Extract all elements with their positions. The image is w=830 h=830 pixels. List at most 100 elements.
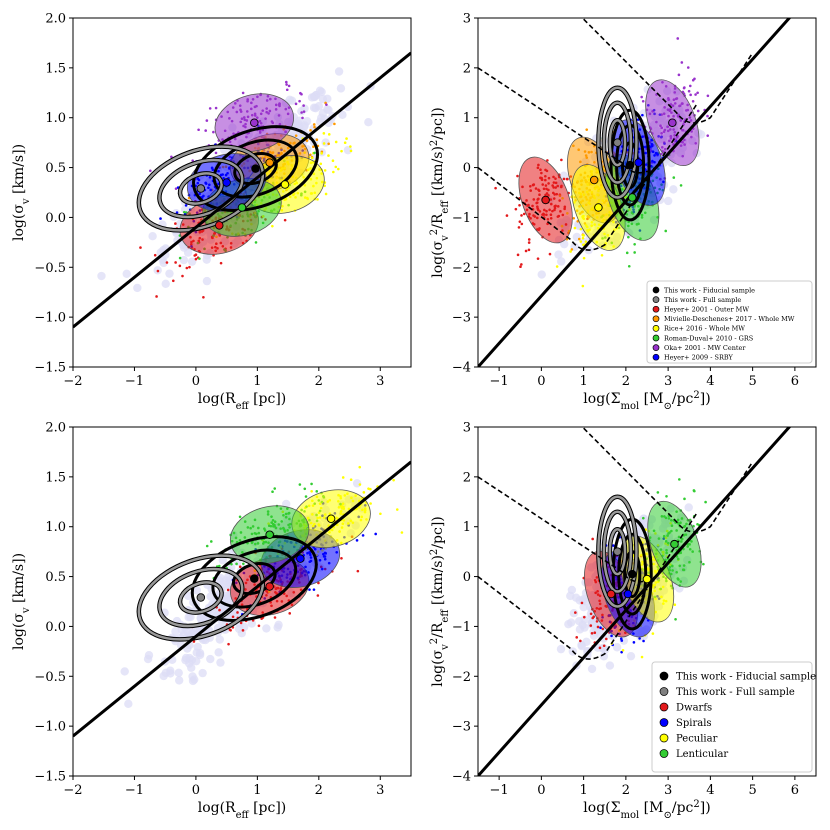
data-point (316, 198, 319, 201)
legend-label: Heyer+ 2009 - SRBY (664, 354, 734, 362)
x-tick-label: 2 (315, 374, 323, 389)
background-point (187, 257, 197, 266)
data-point (572, 216, 576, 220)
data-point (696, 91, 699, 95)
background-point (159, 671, 168, 681)
data-point (294, 134, 298, 137)
data-point (640, 655, 644, 659)
legend-marker (652, 353, 660, 361)
contour-ellipse (137, 145, 265, 232)
data-point (582, 256, 586, 260)
data-point (656, 491, 660, 494)
data-point (310, 482, 313, 486)
data-point (192, 640, 196, 643)
x-tick-label: 6 (791, 374, 799, 389)
background-point (582, 637, 591, 647)
data-point (636, 118, 640, 121)
data-point (315, 138, 319, 141)
data-point (581, 234, 585, 237)
data-point (702, 562, 705, 566)
x-axis-label: log(Σmol [M⊙/pc2]) (583, 390, 710, 412)
contour-ellipse (597, 86, 638, 199)
center-markers (541, 118, 677, 212)
background-point (262, 624, 271, 633)
data-point (202, 295, 205, 299)
data-point (584, 240, 588, 243)
data-point (308, 588, 311, 591)
background-point (601, 645, 610, 654)
axes-frame (72, 426, 412, 777)
data-point (323, 184, 326, 188)
data-point (367, 487, 370, 490)
data-point (361, 534, 365, 537)
data-point (581, 284, 585, 288)
data-point (516, 253, 520, 257)
data-point (284, 80, 288, 84)
y-tick-label: −2 (452, 261, 471, 276)
data-point (301, 116, 304, 120)
data-point (323, 169, 327, 172)
data-point (522, 212, 526, 216)
background-point (192, 586, 202, 595)
y-tick-label: −1.5 (34, 770, 66, 785)
plot-area (478, 18, 792, 367)
background-point (557, 257, 566, 266)
data-point (579, 227, 583, 231)
panel-top-left: −2 −1 0 1 2 3−1.5−1.0−0.50.00.51.01.52.0log(R… (11, 12, 412, 412)
background-point (315, 86, 325, 95)
legend-marker (652, 315, 660, 323)
background-point (179, 255, 189, 265)
x-tick-label: −2 (63, 374, 82, 389)
background-point (214, 648, 223, 657)
data-point (358, 465, 362, 469)
data-point (527, 238, 531, 241)
data-point (599, 626, 602, 630)
data-point (331, 159, 335, 163)
data-point (214, 151, 218, 155)
data-point (536, 257, 540, 260)
data-point (693, 77, 696, 81)
contour-ellipse (608, 527, 627, 576)
data-point (677, 73, 681, 77)
background-point (202, 255, 211, 264)
legend-label: Rice+ 2016 - Whole MW (664, 325, 745, 333)
contour-ellipse (602, 510, 633, 593)
data-point (641, 99, 645, 103)
x-tick-label: 5 (748, 374, 756, 389)
background-point (124, 699, 133, 709)
data-point (704, 500, 707, 504)
data-point (664, 229, 668, 233)
data-point (625, 251, 629, 255)
data-point (589, 612, 593, 616)
center-markers (196, 118, 290, 230)
dashed-curve (581, 18, 754, 124)
y-tick-label: −1 (452, 211, 471, 226)
plot-area (73, 51, 411, 329)
data-point (632, 641, 636, 644)
center-marker (627, 193, 637, 202)
data-point (309, 129, 312, 132)
data-point (579, 240, 583, 243)
background-point (202, 276, 212, 286)
center-marker (623, 589, 633, 599)
y-tick-label: −4 (452, 361, 471, 376)
data-point (518, 220, 522, 223)
data-point (337, 167, 340, 171)
data-point (691, 99, 695, 103)
data-point (601, 627, 605, 631)
data-point (593, 631, 597, 635)
y-tick-label: −1 (452, 620, 471, 635)
data-point (283, 218, 287, 222)
background-point (206, 654, 215, 664)
legend-label: Mivielle-Deschenes+ 2017 - Whole MW (664, 315, 795, 323)
legend-marker (659, 733, 669, 743)
background-point (364, 118, 373, 127)
data-point (627, 264, 631, 268)
data-point (305, 139, 309, 142)
center-marker (250, 574, 259, 583)
data-point (516, 174, 519, 178)
data-point (627, 235, 630, 239)
center-marker (265, 158, 274, 167)
data-point (340, 149, 343, 153)
